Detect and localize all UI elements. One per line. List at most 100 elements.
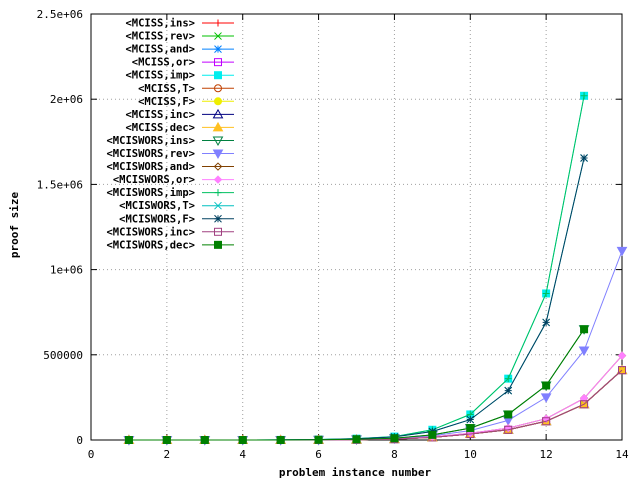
data-point xyxy=(276,436,285,444)
legend-entry: <MCISS,inc> xyxy=(125,108,234,121)
legend-entry: <MCISS,and> xyxy=(125,44,234,56)
legend-label: <MCISS,or> xyxy=(132,57,195,69)
x-tick-label: 6 xyxy=(315,448,322,461)
data-point xyxy=(504,386,513,395)
legend-marker xyxy=(214,227,222,236)
data-point xyxy=(580,92,588,100)
series-line xyxy=(128,95,585,441)
legend-marker xyxy=(214,201,222,210)
legend: <MCISS,ins><MCISS,rev><MCISS,and><MCISS,… xyxy=(106,18,234,251)
data-point xyxy=(390,434,399,443)
legend-marker xyxy=(214,71,222,80)
series-line xyxy=(128,369,623,441)
legend-marker xyxy=(213,175,223,184)
x-tick-label: 2 xyxy=(164,448,171,461)
data-point xyxy=(617,351,627,360)
y-tick-labels: 0 500000 1e+06 1.5e+06 2e+06 2.5e+06 xyxy=(37,8,83,447)
data-point xyxy=(162,436,171,444)
legend-marker xyxy=(214,45,222,53)
x-axis-label: problem instance number xyxy=(279,466,432,479)
x-tick-labels: 0 2 4 6 8 10 12 14 xyxy=(88,448,629,461)
x-tick-label: 10 xyxy=(464,448,477,461)
series-line xyxy=(128,369,623,441)
legend-entry: <MCISS,or> xyxy=(132,57,234,69)
series-layer xyxy=(123,91,628,446)
legend-label: <MCISWORS,dec> xyxy=(106,239,195,251)
data-point xyxy=(124,436,133,444)
legend-entry: <MCISWORS,or> xyxy=(113,174,234,186)
y-tick-label: 2e+06 xyxy=(50,93,83,106)
legend-marker xyxy=(213,162,223,171)
legend-entry: <MCISWORS,dec> xyxy=(106,239,234,251)
data-point xyxy=(542,417,551,426)
x-tick-label: 12 xyxy=(540,448,553,461)
data-point xyxy=(618,366,626,375)
data-point xyxy=(504,425,513,434)
legend-label: <MCISWORS,T> xyxy=(119,200,195,212)
legend-marker xyxy=(212,108,224,119)
data-point xyxy=(238,436,247,444)
y-tick-label: 2.5e+06 xyxy=(37,8,83,21)
y-tick-label: 500000 xyxy=(43,349,83,362)
legend-label: <MCISS,inc> xyxy=(125,109,195,121)
legend-label: <MCISS,F> xyxy=(138,96,195,108)
series-line xyxy=(128,250,623,441)
legend-marker xyxy=(212,136,224,146)
legend-entry: <MCISWORS,imp> xyxy=(106,187,234,199)
data-point xyxy=(580,154,588,162)
legend-entry: <MCISWORS,F> xyxy=(119,213,234,225)
legend-entry: <MCISWORS,ins> xyxy=(106,135,234,147)
data-point xyxy=(580,400,589,409)
legend-entry: <MCISS,rev> xyxy=(125,31,234,43)
series-line xyxy=(128,157,585,441)
legend-marker xyxy=(214,19,222,27)
y-tick-label: 1.5e+06 xyxy=(37,178,83,191)
legend-label: <MCISS,rev> xyxy=(125,31,195,43)
legend-marker xyxy=(214,189,222,197)
series-11 xyxy=(124,351,627,445)
data-point xyxy=(580,325,589,334)
series-line xyxy=(128,157,585,441)
legend-label: <MCISWORS,or> xyxy=(113,174,195,186)
series-line xyxy=(128,369,623,441)
legend-marker xyxy=(212,149,224,160)
series-17 xyxy=(124,325,589,444)
data-point xyxy=(578,346,590,357)
legend-marker xyxy=(214,240,222,249)
data-point xyxy=(314,435,323,444)
y-tick-label: 1e+06 xyxy=(50,264,83,277)
data-point xyxy=(579,394,589,403)
data-point xyxy=(542,318,550,327)
data-point xyxy=(466,415,475,424)
data-point xyxy=(466,424,475,433)
data-point xyxy=(540,393,552,403)
series-9 xyxy=(123,325,590,446)
legend-label: <MCISWORS,rev> xyxy=(106,148,195,160)
y-axis-label: proof size xyxy=(8,192,21,259)
legend-label: <MCISWORS,inc> xyxy=(106,226,195,238)
x-tick-label: 4 xyxy=(239,448,246,461)
legend-marker xyxy=(212,121,224,132)
legend-entry: <MCISWORS,rev> xyxy=(106,148,234,160)
series-line xyxy=(128,328,585,441)
series-line xyxy=(128,369,623,441)
series-line xyxy=(128,369,623,441)
series-10 xyxy=(123,246,628,446)
legend-entry: <MCISS,ins> xyxy=(125,18,234,30)
legend-label: <MCISS,T> xyxy=(138,83,195,95)
legend-marker xyxy=(214,32,222,40)
data-point xyxy=(428,430,437,439)
y-tick-label: 0 xyxy=(76,434,83,447)
data-point xyxy=(542,381,551,390)
legend-marker xyxy=(214,97,222,106)
legend-entry: <MCISS,F> xyxy=(138,96,234,108)
series-line xyxy=(128,95,585,441)
legend-label: <MCISWORS,and> xyxy=(106,161,195,173)
legend-entry: <MCISS,imp> xyxy=(125,70,234,82)
legend-entry: <MCISWORS,inc> xyxy=(106,226,234,238)
x-tick-label: 8 xyxy=(391,448,398,461)
legend-entry: <MCISWORS,T> xyxy=(119,200,234,212)
legend-marker xyxy=(214,214,222,223)
legend-marker xyxy=(214,84,222,93)
